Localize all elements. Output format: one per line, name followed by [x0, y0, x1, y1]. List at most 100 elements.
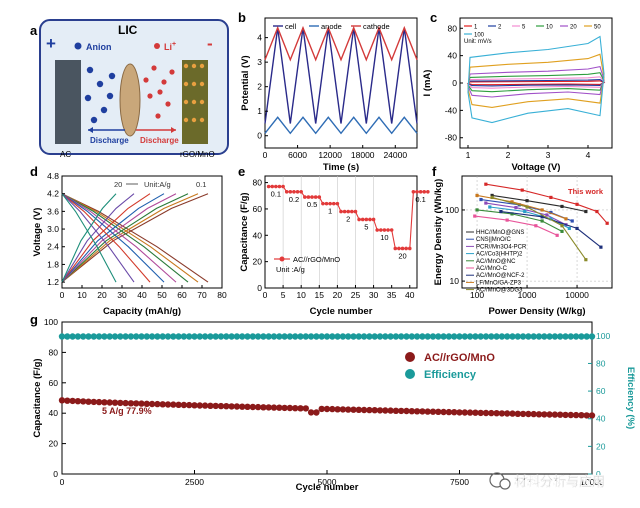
legend-label-1: 1	[474, 25, 478, 31]
capacitance-point	[260, 404, 267, 411]
cv-loop-100	[467, 35, 605, 124]
efficiency-point	[588, 333, 596, 340]
capacitance-point	[504, 410, 511, 417]
capacitance-point	[445, 408, 453, 416]
ragone-point	[490, 193, 494, 198]
capacitance-point	[482, 409, 490, 417]
capacitance-point	[249, 403, 256, 411]
capacitance-point	[557, 411, 564, 418]
panel-a-label: a	[30, 23, 38, 38]
efficiency-point	[392, 333, 400, 340]
capacitance-point	[170, 401, 177, 408]
rate-point	[357, 217, 361, 222]
cation-ion	[155, 113, 161, 119]
y-tick-label: 1.2	[47, 277, 59, 287]
efficiency-point	[519, 333, 527, 340]
charge-curve-5	[61, 193, 151, 283]
rate-point	[310, 195, 314, 199]
efficiency-point	[148, 333, 156, 340]
efficiency-point	[101, 333, 108, 340]
efficiency-point	[477, 333, 484, 340]
series-line-cell	[264, 27, 418, 124]
x-tick-label: 50	[157, 290, 167, 300]
rate-point	[382, 228, 387, 232]
x-tick-label: 40	[137, 290, 147, 300]
ragone-point	[560, 229, 564, 233]
panel-g-marks: 0 2500 5000 7500 100000204060801000204060801…	[44, 317, 611, 487]
right-discharge-label: Discharge	[140, 136, 179, 145]
capacitance-point	[90, 398, 98, 406]
ac-electrode	[55, 60, 81, 144]
x-tick-label: 0	[263, 150, 268, 160]
ragone-line-AC//MnO@NC	[477, 209, 563, 232]
efficiency-point	[228, 333, 235, 340]
efficiency-point	[572, 333, 580, 340]
capacitance-point	[350, 406, 357, 413]
efficiency-point	[466, 333, 474, 340]
y2-tick-label: 40	[596, 414, 606, 424]
efficiency-point	[186, 333, 193, 340]
panel-e-xlabel: Cycle number	[310, 306, 373, 317]
anion-ion	[90, 116, 98, 124]
panel-g-label: g	[30, 312, 38, 327]
capacitance-point	[154, 400, 161, 408]
panel-g-legend-marker-capacitance	[405, 352, 415, 362]
efficiency-point	[398, 333, 405, 340]
capacitance-point	[408, 408, 415, 415]
ragone-line-AC//MnO@NCF-2	[500, 210, 602, 248]
legend-label-5: 5	[522, 25, 526, 31]
ragone-point	[525, 199, 529, 203]
rate-point	[342, 209, 347, 214]
efficiency-point	[541, 333, 548, 340]
capacitance-point	[546, 411, 553, 418]
efficiency-point	[85, 333, 92, 340]
rate-label: 1	[328, 207, 332, 216]
efficiency-point	[323, 333, 331, 340]
capacitance-point	[530, 410, 537, 418]
efficiency-point	[281, 333, 288, 340]
capacitance-point	[360, 406, 368, 414]
efficiency-point	[90, 333, 98, 340]
capacitance-point	[567, 411, 574, 419]
efficiency-point	[371, 333, 378, 340]
efficiency-point	[445, 333, 453, 340]
efficiency-point	[424, 333, 431, 340]
mno-particle	[183, 99, 189, 105]
rate-label: 0.1	[415, 195, 425, 204]
panel-g-annotation: 5 A/g 77.9%	[102, 406, 152, 416]
x-tick-label: 30	[117, 290, 127, 300]
efficiency-point	[297, 333, 304, 340]
panel-b: b 0 6000 12000 18000 24000 0 1 2 3 4 cell anode cath…	[238, 10, 418, 173]
rate-point	[277, 184, 282, 189]
efficiency-point	[562, 333, 569, 340]
panel-g-xlabel: Cycle number	[296, 482, 359, 493]
ragone-point	[584, 209, 588, 214]
y-tick-label: 60	[253, 204, 263, 214]
ragone-point	[567, 226, 571, 231]
x-tick-label: 2500	[185, 477, 204, 487]
legend-label-cell: cell	[285, 22, 297, 31]
rate-point	[321, 201, 325, 206]
efficiency-point	[456, 333, 463, 340]
capacitance-point	[286, 404, 294, 412]
ragone-point	[595, 209, 599, 214]
legend-label-anode: anode	[321, 22, 342, 31]
rate-point	[393, 246, 398, 251]
y-tick-label: 2	[257, 82, 262, 92]
efficiency-point	[382, 333, 389, 340]
ragone-point	[473, 214, 477, 218]
x-tick-label: 70	[197, 290, 207, 300]
minus-sign: -	[207, 34, 213, 53]
efficiency-point	[201, 333, 209, 340]
capacitance-point	[143, 400, 150, 407]
efficiency-point	[175, 333, 182, 340]
ragone-point	[545, 213, 549, 217]
capacitance-point	[541, 411, 548, 418]
y-tick-label: 4	[257, 33, 262, 43]
capacitance-point	[164, 401, 172, 408]
ragone-point	[564, 217, 568, 221]
panel-e-legend-marker	[279, 256, 285, 262]
left-discharge-label: Discharge	[90, 136, 129, 145]
efficiency-point	[525, 333, 532, 340]
